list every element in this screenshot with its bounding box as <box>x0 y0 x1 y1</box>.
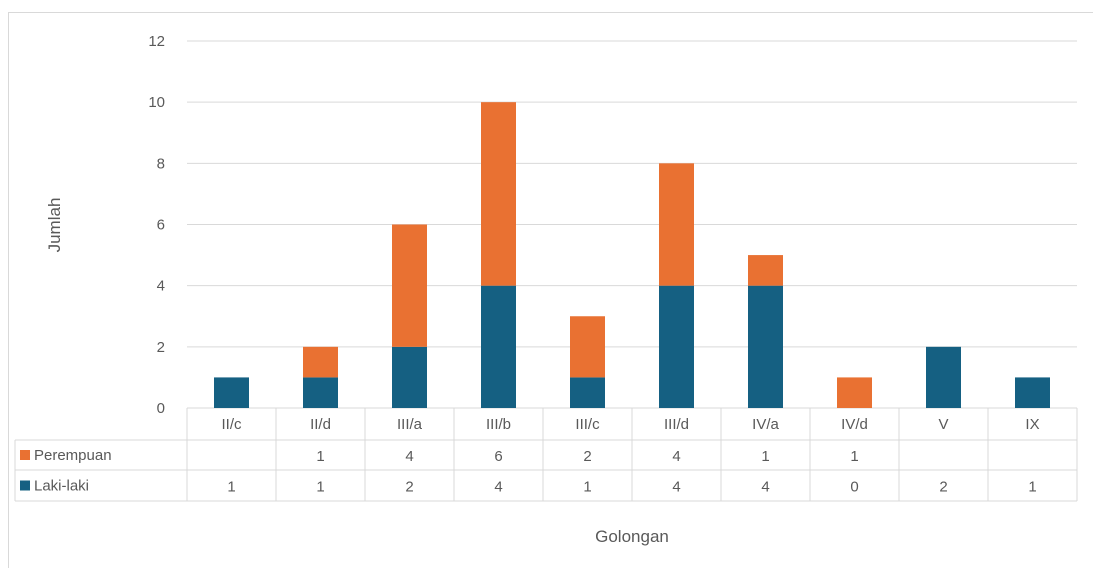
bar-laki-laki <box>570 377 605 408</box>
table-value: 1 <box>583 479 591 496</box>
bar-laki-laki <box>481 285 516 408</box>
y-tick-label: 8 <box>157 155 165 172</box>
x-tick-label: III/d <box>664 416 689 433</box>
table-value: 4 <box>761 479 769 496</box>
bar-laki-laki <box>926 346 961 408</box>
y-tick-label: 12 <box>148 33 165 50</box>
table-value: 2 <box>405 479 413 496</box>
bar-laki-laki <box>392 346 427 408</box>
y-tick-label: 6 <box>157 217 165 234</box>
bar-laki-laki <box>659 285 694 408</box>
x-tick-label: V <box>938 416 948 433</box>
table-value: 4 <box>405 448 413 465</box>
x-tick-label: IV/d <box>841 416 868 433</box>
legend-label: Laki-laki <box>34 478 89 495</box>
bar-laki-laki <box>748 285 783 408</box>
chart-frame <box>8 12 1093 568</box>
table-value: 4 <box>672 448 680 465</box>
x-tick-label: IV/a <box>752 416 779 433</box>
bars <box>214 102 1050 408</box>
y-tick-label: 10 <box>148 94 165 111</box>
table-value: 1 <box>850 448 858 465</box>
table-value: 4 <box>494 479 502 496</box>
bar-perempuan <box>481 102 516 286</box>
bar-perempuan <box>570 316 605 378</box>
bar-laki-laki <box>214 377 249 408</box>
x-tick-label: III/c <box>575 416 600 433</box>
y-axis-ticks: 0 2 4 6 8 10 12 <box>148 33 165 417</box>
x-tick-label: IX <box>1025 416 1039 433</box>
bar-perempuan <box>392 224 427 347</box>
bar-perempuan <box>837 377 872 408</box>
y-tick-label: 4 <box>157 278 165 295</box>
bar-perempuan <box>303 346 338 378</box>
table-value: 1 <box>316 479 324 496</box>
table-value: 1 <box>761 448 769 465</box>
table-value: 1 <box>1028 479 1036 496</box>
table-value: 2 <box>583 448 591 465</box>
bar-perempuan <box>659 163 694 286</box>
y-tick-label: 0 <box>157 400 165 417</box>
table-value: 4 <box>672 479 680 496</box>
table-value: 1 <box>316 448 324 465</box>
legend-swatch <box>20 480 30 491</box>
table-value: 6 <box>494 448 502 465</box>
bar-laki-laki <box>1015 377 1050 408</box>
table-value: 2 <box>939 479 947 496</box>
data-table: II/c II/d III/a III/b III/c III/d IV/a IV/d V IX P… <box>14 408 1078 502</box>
x-tick-label: III/a <box>397 416 423 433</box>
legend-swatch <box>20 450 30 460</box>
y-tick-label: 2 <box>157 339 165 356</box>
y-axis-title: Jumlah <box>45 198 64 253</box>
bar-perempuan <box>748 255 783 286</box>
x-axis-title: Golongan <box>595 527 669 546</box>
legend-label: Perempuan <box>34 447 112 464</box>
bar-laki-laki <box>303 377 338 408</box>
table-value: 0 <box>850 479 858 496</box>
table-value: 1 <box>227 479 235 496</box>
x-tick-label: III/b <box>486 416 511 433</box>
x-tick-label: II/d <box>310 416 331 433</box>
x-tick-label: II/c <box>221 416 242 433</box>
